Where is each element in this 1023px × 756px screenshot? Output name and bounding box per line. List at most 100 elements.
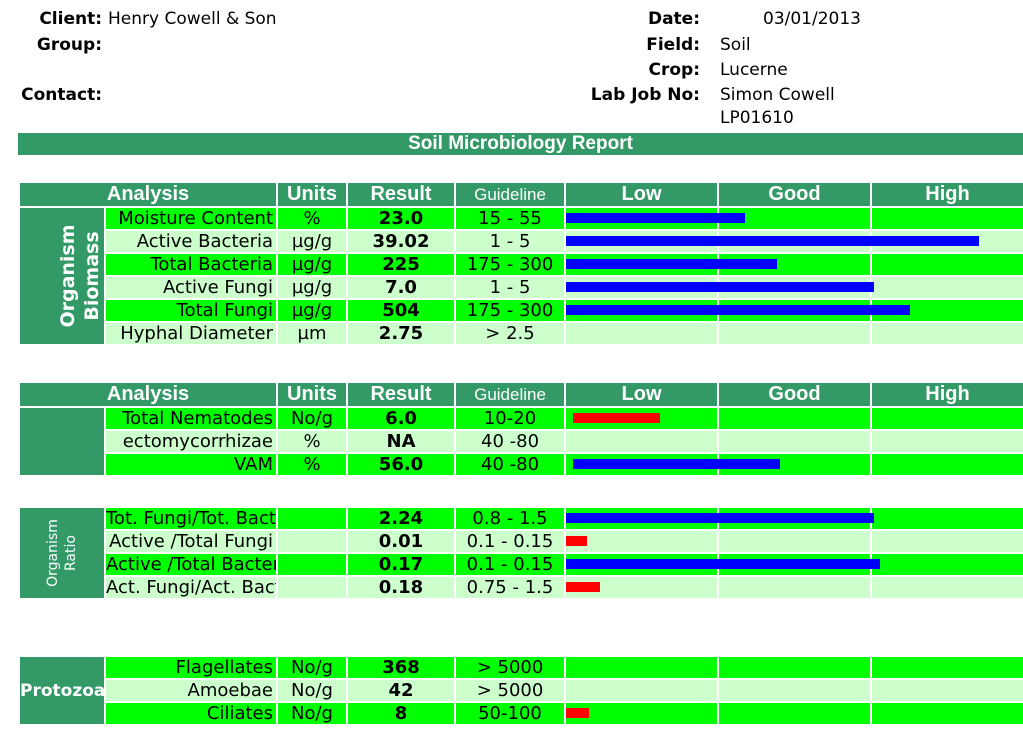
units-value: µg/g [276, 298, 349, 323]
bar-cell-low [564, 275, 875, 300]
field-label: Field: [646, 35, 700, 55]
bar-cell-low [564, 229, 980, 254]
units-value [276, 575, 348, 600]
lab-job-label: Lab Job No: [590, 85, 700, 105]
section-table: Analysis Units Result Guideline Low Good High T… [17, 381, 1023, 477]
table-row: Total Nematodes No/g 6.0 10-20 [18, 406, 1023, 477]
result-value: 368 [346, 655, 456, 680]
column-header-analysis: Analysis [17, 381, 279, 408]
column-header-good: Good [717, 381, 873, 408]
bar-cell-high [870, 252, 1023, 277]
section-table: Protozoa Flagellates No/g 368 > 5000 Amoebae N… [18, 655, 1023, 726]
group-label [18, 406, 106, 477]
analysis-name: Hyphal Diameter [103, 321, 279, 346]
result-bar [566, 536, 587, 546]
table-row: Amoebae No/g 42 > 5000 [19, 678, 1023, 703]
bar-cell-high [870, 429, 1023, 454]
bar-cell-low [564, 552, 880, 577]
analysis-name: Total Nematodes [103, 406, 279, 431]
group-label-text: Organism Biomass [57, 224, 103, 328]
crop-label: Crop: [648, 60, 700, 80]
bar-cell-low [564, 506, 874, 531]
bar-cell-low [564, 575, 719, 600]
guideline-value: 10-20 [454, 406, 567, 431]
column-header-low: Low [564, 381, 720, 408]
bar-cell-high [870, 275, 1023, 300]
contact-label: Contact: [21, 85, 102, 105]
units-value: µg/g [276, 252, 349, 277]
result-bar [566, 213, 746, 223]
table-row: Active /Total Bacteria 0.170.1 - 0.15 [19, 552, 1023, 577]
analysis-name: Amoebae [104, 678, 278, 703]
table-row: Hyphal Diameter µm 2.75 > 2.5 [19, 321, 1023, 346]
result-value: 0.18 [346, 575, 456, 600]
bar-cell-low [564, 529, 719, 554]
analysis-name: Ciliates [104, 701, 278, 726]
bar-cell-good [717, 452, 873, 477]
units-value: No/g [276, 406, 349, 431]
column-header-units: Units [276, 181, 349, 208]
result-value: 56.0 [346, 452, 457, 477]
result-bar [566, 259, 778, 269]
table-row: VAM% 56.0 40 -80 [19, 452, 1023, 477]
result-value: 0.01 [346, 529, 456, 554]
result-bar [566, 282, 875, 292]
column-header-good: Good [717, 181, 873, 208]
analysis-name: Active /Total Fungi [104, 529, 278, 554]
guideline-value: 0.75 - 1.5 [454, 575, 566, 600]
group-label: Organism Ratio [18, 506, 106, 600]
table-row: Organism Biomass Moisture Content% 23.0 15 … [18, 206, 1023, 346]
header-row: Analysis Units Result Guideline Low Good High [17, 181, 1023, 208]
column-header-units: Units [276, 381, 349, 408]
guideline-value: 175 - 300 [454, 252, 567, 277]
analysis-name: Active Fungi [103, 275, 279, 300]
analysis-name: VAM [103, 452, 279, 477]
crop-value: Lucerne [720, 60, 788, 80]
bar-cell-good [717, 429, 873, 454]
group-label-text: Organism Ratio [45, 519, 79, 587]
client-label: Client: [39, 9, 102, 29]
result-bar [566, 236, 980, 246]
result-bar [573, 413, 661, 423]
field-value: Soil [720, 35, 751, 55]
units-value [276, 529, 348, 554]
column-header-low: Low [564, 181, 720, 208]
guideline-value: 1 - 5 [454, 229, 567, 254]
header-row: Analysis Units Result Guideline Low Good High [17, 381, 1023, 408]
guideline-value: 1 - 5 [454, 275, 567, 300]
units-value: µg/g [276, 229, 349, 254]
bar-cell-high [870, 206, 1023, 231]
section-table: Analysis Units Result Guideline Low Good High O… [17, 181, 1023, 346]
result-value: 225 [346, 252, 457, 277]
guideline-value: 175 - 300 [454, 298, 567, 323]
guideline-value: > 5000 [454, 655, 566, 680]
bar-cell-high [870, 701, 1023, 726]
guideline-value: 40 -80 [454, 452, 567, 477]
bar-cell-good [717, 701, 872, 726]
client-value: Henry Cowell & Son [108, 9, 277, 29]
section-table: Organism Ratio Tot. Fungi/Tot. Bacteria 2.… [18, 506, 1023, 600]
column-header-result: Result [346, 181, 457, 208]
bar-cell-low [564, 406, 720, 431]
table-row: Active Fungi µg/g 7.0 1 - 5 [19, 275, 1023, 300]
analysis-name: Act. Fungi/Act. Bacteria [104, 575, 278, 600]
guideline-value: > 2.5 [454, 321, 567, 346]
analysis-name: Active /Total Bacteria [104, 552, 278, 577]
guideline-value: 0.1 - 0.15 [454, 529, 566, 554]
column-header-analysis: Analysis [17, 181, 279, 208]
bar-cell-good [717, 678, 872, 703]
result-value: 23.0 [346, 206, 457, 231]
analysis-name: Tot. Fungi/Tot. Bacteria [104, 506, 278, 531]
bar-cell-high [870, 529, 1023, 554]
bar-cell-low [564, 655, 719, 680]
analysis-name: Flagellates [104, 655, 278, 680]
table-row: ectomycorrhizae% NA 40 -80 [19, 429, 1023, 454]
bar-cell-low [564, 321, 720, 346]
analysis-name: Total Bacteria [103, 252, 279, 277]
units-value: No/g [276, 701, 348, 726]
units-value: % [276, 429, 349, 454]
result-value: 8 [346, 701, 456, 726]
result-bar [566, 559, 880, 569]
result-value: 42 [346, 678, 456, 703]
column-header-high: High [870, 181, 1023, 208]
